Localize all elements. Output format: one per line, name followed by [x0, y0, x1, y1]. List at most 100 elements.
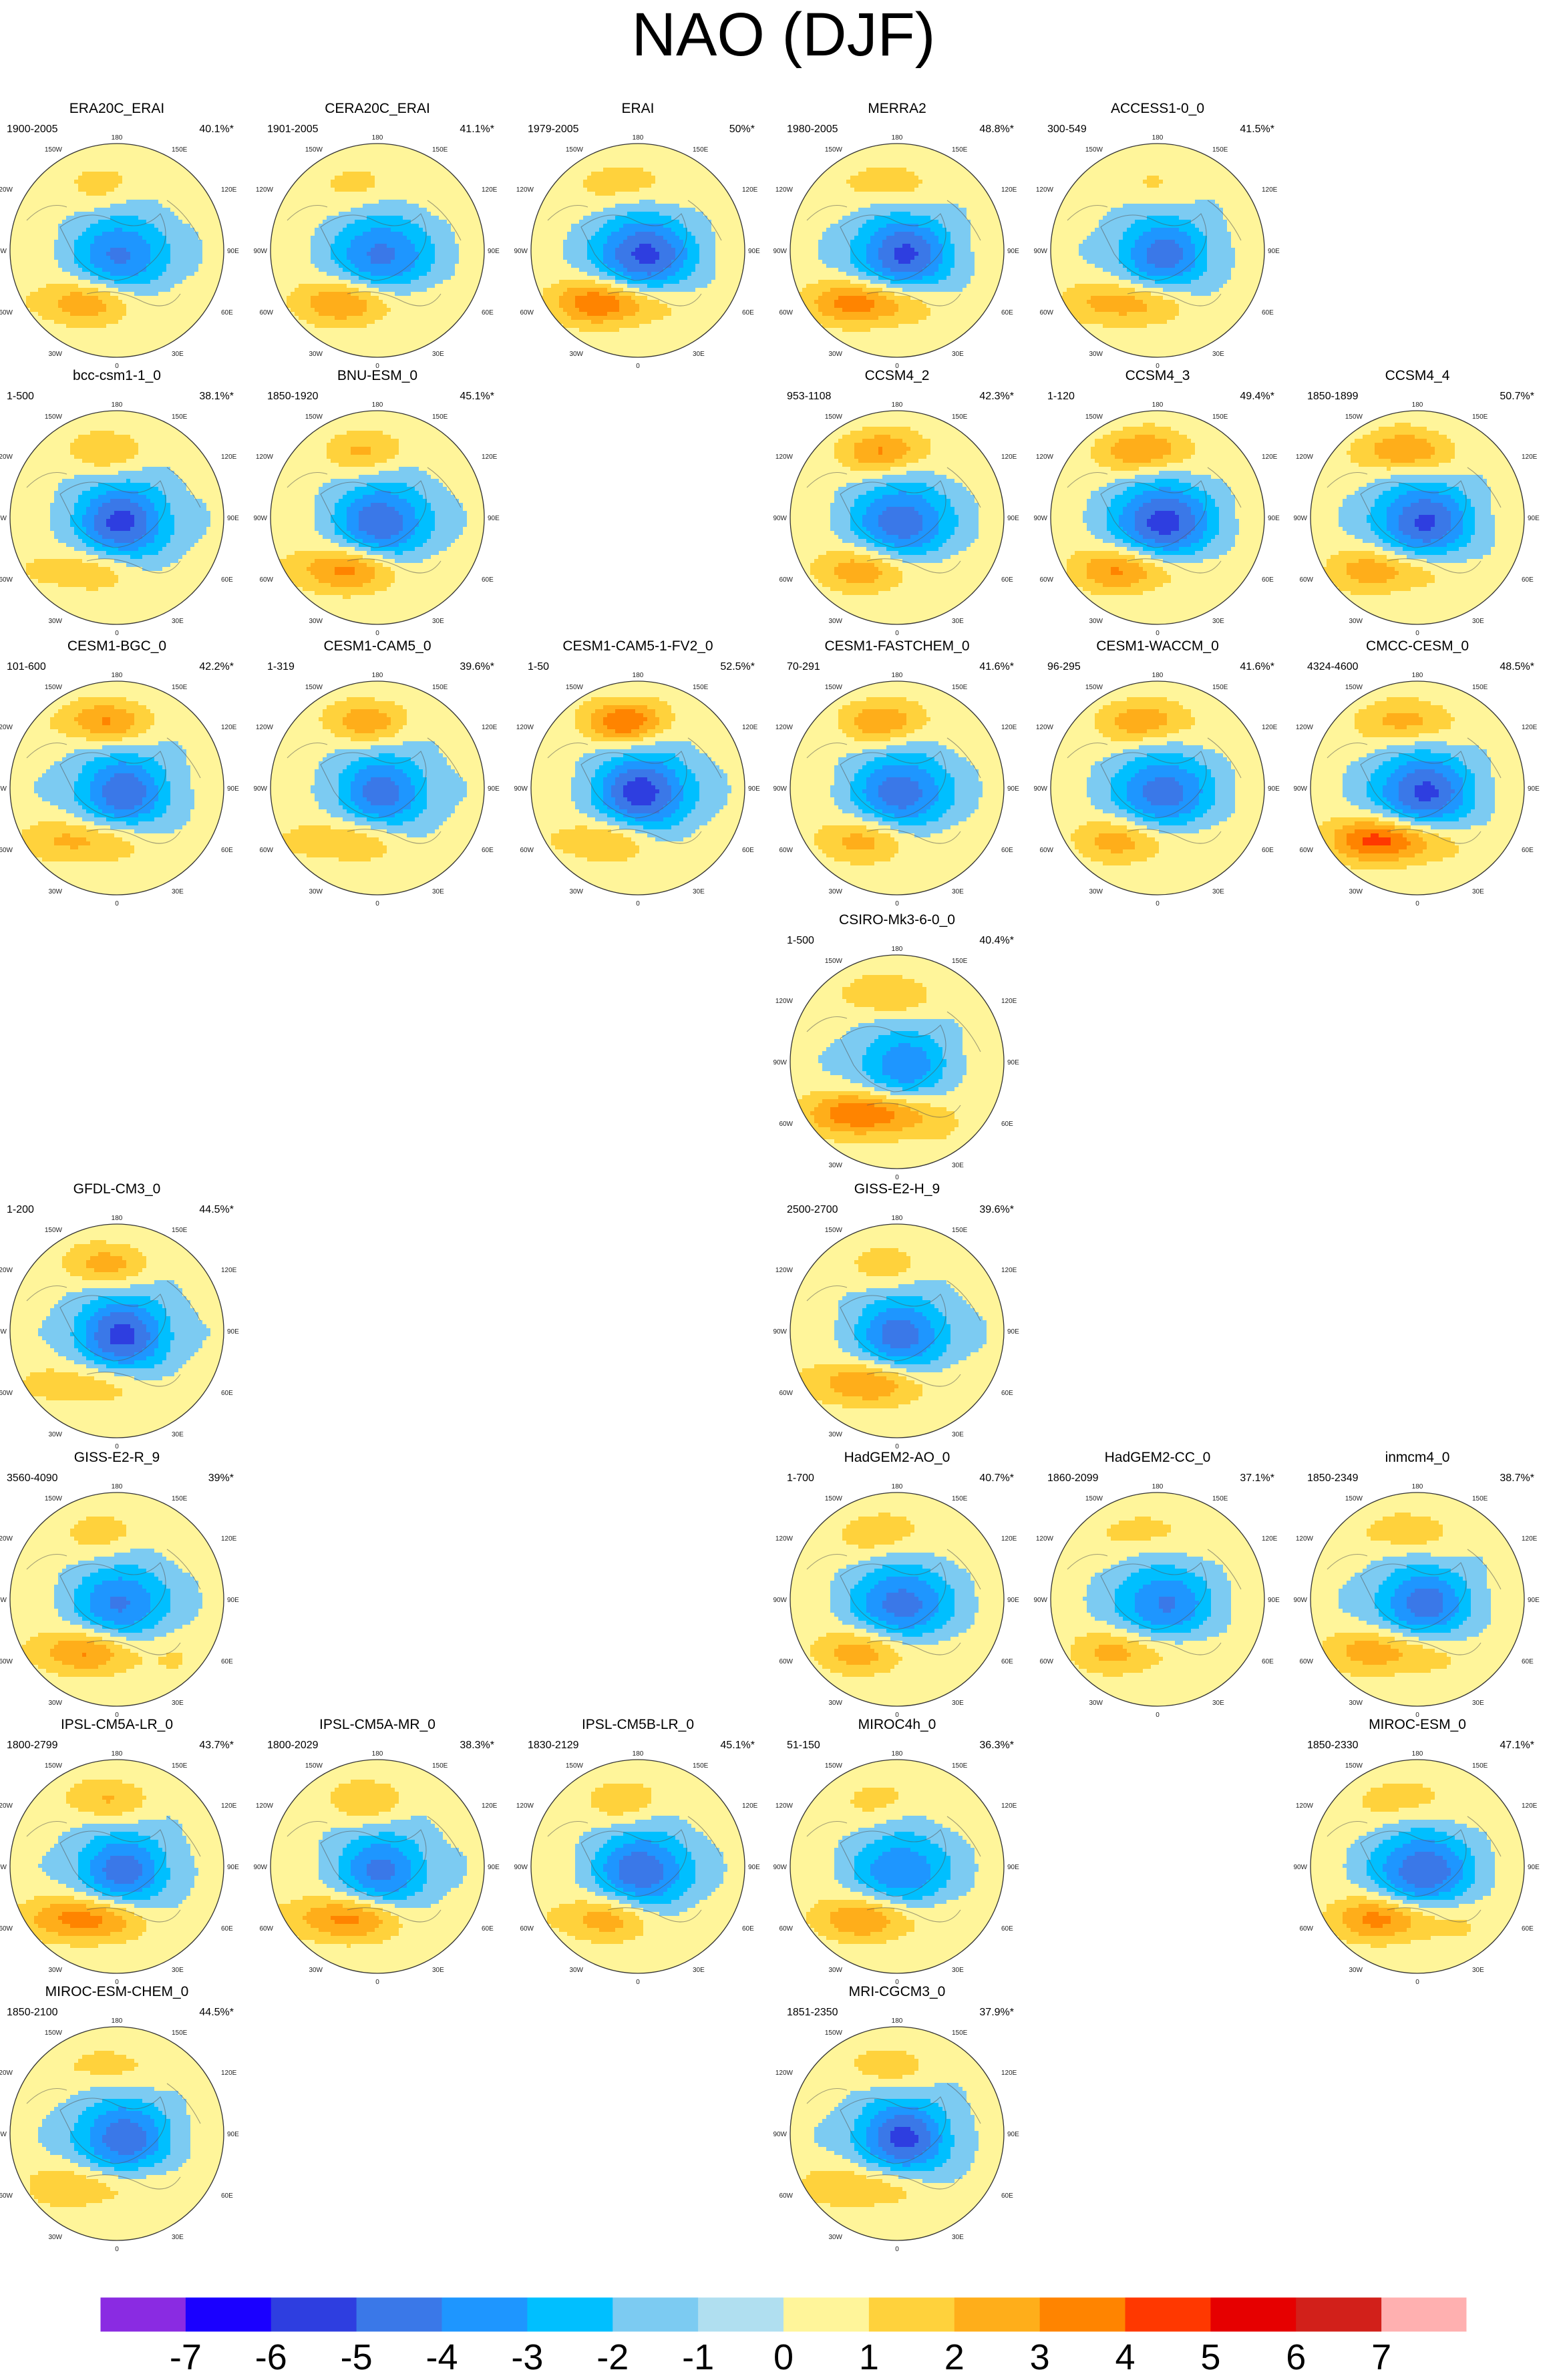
map-grid-label: 0: [1415, 900, 1419, 908]
map-grid-label: 150E: [952, 1762, 968, 1770]
map-grid-label: 90E: [227, 1328, 239, 1336]
colorbar-swatch: [357, 2297, 442, 2332]
map-grid-label: 90W: [1293, 1597, 1307, 1604]
map-grid-label: 120E: [221, 1535, 237, 1543]
map-panel: HadGEM2-CC_0 1860-2099 37.1%* 180 0 90W 90E 150…: [1027, 1449, 1288, 1716]
map-grid-label: 150E: [952, 146, 968, 154]
panel-title: CESM1-CAM5_0: [247, 638, 508, 658]
map-grid-label: 0: [375, 1979, 379, 1986]
map-grid-label: 30E: [1472, 618, 1484, 625]
map-grid-label: 120W: [1296, 453, 1314, 461]
map-grid-label: 150W: [45, 146, 63, 154]
map-grid-label: 60W: [779, 1925, 793, 1933]
map-grid-label: 150W: [45, 1762, 63, 1770]
map-grid-label: 60W: [1039, 309, 1053, 317]
map-grid-label: 0: [895, 630, 899, 637]
map-panel: ERAI 1979-2005 50%* 180 0 90W 90E 150W 150E 120W 1…: [508, 100, 768, 367]
map-grid-label: 60E: [742, 847, 754, 854]
map-grid-label: 120W: [775, 1802, 794, 1810]
map-grid-label: 0: [115, 2246, 119, 2253]
map-grid-label: 180: [892, 1483, 903, 1491]
map-grid-label: 180: [892, 134, 903, 142]
map-grid-label: 90E: [1007, 248, 1019, 255]
map-grid-label: 90E: [1007, 515, 1019, 522]
map-grid-label: 150W: [1345, 684, 1363, 691]
colorbar-tick-label: -3: [511, 2337, 543, 2377]
map-grid-label: 150E: [1472, 1762, 1488, 1770]
map-grid-label: 150W: [1345, 1495, 1363, 1503]
map-grid-label: 150E: [693, 146, 709, 154]
map-panel: MIROC-ESM_0 1850-2330 47.1%* 180 0 90W 90E 150W…: [1287, 1716, 1548, 1983]
colorbar-swatch: [1125, 2297, 1211, 2332]
map-grid-label: 30E: [952, 1700, 964, 1707]
map-grid-label: 30E: [952, 1162, 964, 1169]
map-grid-label: 150W: [825, 2029, 843, 2037]
map-grid-label: 90E: [488, 1864, 500, 1871]
map-panel: CESM1-CAM5-1-FV2_0 1-50 52.5%* 180 0 90W 90E 15…: [508, 638, 768, 905]
map-grid-label: 90W: [773, 248, 787, 255]
map-grid-label: 150E: [172, 413, 188, 421]
map-grid-label: 90E: [1528, 785, 1540, 793]
colorbar-swatch: [613, 2297, 698, 2332]
map-grid-label: 60E: [221, 1658, 233, 1665]
panel-title: bcc-csm1-1_0: [0, 367, 247, 387]
map-panel: CCSM4_2 953-1108 42.3%* 180 0 90W 90E 150W 150E 1…: [767, 367, 1027, 634]
map-grid-label: 90E: [1007, 1864, 1019, 1871]
map-grid-label: 120W: [1036, 453, 1054, 461]
map-grid-label: 0: [1156, 630, 1160, 637]
map-grid-label: 60E: [1001, 309, 1013, 317]
map-grid-label: 30E: [1472, 1967, 1484, 1974]
map-grid-label: 120E: [221, 453, 237, 461]
map-panel: BNU-ESM_0 1850-1920 45.1%* 180 0 90W 90E 150W 15…: [247, 367, 508, 634]
map-grid-label: 90W: [1033, 515, 1047, 522]
map-grid-label: 120W: [775, 186, 794, 194]
colorbar-tick-label: -5: [341, 2337, 373, 2377]
map-grid-label: 120W: [0, 453, 13, 461]
map-grid-label: 90W: [773, 1597, 787, 1604]
map-grid-label: 150E: [432, 413, 448, 421]
map-grid-label: 90W: [253, 515, 267, 522]
map-grid-label: 60W: [1039, 576, 1053, 584]
map-grid-label: 0: [636, 363, 640, 370]
map-grid-label: 30W: [828, 1700, 842, 1707]
map-grid-label: 150W: [305, 146, 323, 154]
map-grid-label: 150W: [1345, 413, 1363, 421]
map-grid-label: 120E: [1001, 1267, 1017, 1274]
map-grid-label: 30W: [569, 888, 583, 896]
map-grid-label: 150W: [825, 1762, 843, 1770]
map-grid-label: 180: [1152, 1483, 1164, 1491]
panel-title: IPSL-CM5A-MR_0: [247, 1716, 508, 1736]
map-grid-label: 60E: [221, 2192, 233, 2200]
map-grid-label: 60W: [259, 847, 273, 854]
map-grid-label: 120W: [256, 1802, 274, 1810]
map-grid-label: 30E: [1212, 351, 1224, 358]
map-grid-label: 120E: [1001, 1535, 1017, 1543]
map-grid-label: 30W: [48, 1431, 62, 1438]
map-grid-label: 60E: [1001, 2192, 1013, 2200]
map-grid-label: 30E: [172, 1700, 184, 1707]
colorbar-swatch: [186, 2297, 271, 2332]
colorbar-tick-label: 5: [1200, 2337, 1220, 2377]
map-grid-label: 60W: [779, 1390, 793, 1397]
map-grid-label: 30E: [952, 1967, 964, 1974]
map-grid-label: 60E: [1522, 847, 1534, 854]
map-grid-label: 120W: [1296, 1802, 1314, 1810]
panel-title: ERA20C_ERAI: [0, 100, 247, 120]
map-grid-label: 120W: [516, 186, 534, 194]
map-grid-label: 0: [636, 1979, 640, 1986]
map-grid-label: 60E: [1001, 1925, 1013, 1933]
map-grid-label: 60W: [1299, 1658, 1313, 1665]
map-panel: IPSL-CM5B-LR_0 1830-2129 45.1%* 180 0 90W 90E 1…: [508, 1716, 768, 1983]
map-grid-label: 60W: [1299, 576, 1313, 584]
panel-title: ERAI: [508, 100, 768, 120]
map-grid-label: 90W: [253, 248, 267, 255]
map-grid-label: 60E: [221, 576, 233, 584]
map-panel: CESM1-WACCM_0 96-295 41.6%* 180 0 90W 90E 150W 1…: [1027, 638, 1288, 905]
map-panel: MIROC-ESM-CHEM_01850-210044.5%*180090W90…: [0, 1983, 247, 2250]
map-grid-label: 90W: [1293, 1864, 1307, 1871]
map-grid-label: 150E: [952, 1227, 968, 1234]
